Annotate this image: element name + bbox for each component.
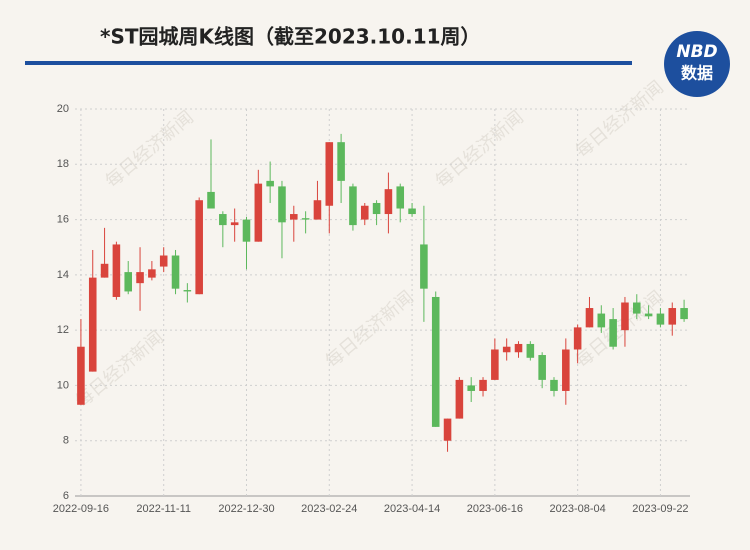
- candle-body: [585, 308, 594, 328]
- candle-body: [77, 346, 85, 405]
- x-tick-label: 2022-11-11: [136, 503, 191, 515]
- x-tick-label: 2023-02-24: [301, 503, 357, 515]
- candle-body: [597, 313, 606, 328]
- candle-body: [455, 379, 464, 419]
- candle-body: [384, 189, 393, 215]
- candle-body: [278, 186, 286, 223]
- candle-body: [491, 349, 499, 380]
- y-tick-label: 18: [57, 158, 69, 170]
- chart-title: *ST园城周K线图（截至2023.10.11周）: [100, 25, 481, 49]
- logo-top: NBD: [676, 42, 717, 62]
- candle-body: [420, 244, 428, 289]
- candle-body: [195, 200, 203, 295]
- candle-body: [254, 183, 263, 242]
- candle-body: [408, 208, 416, 215]
- candle-body: [632, 302, 641, 314]
- candle-body: [621, 302, 629, 331]
- candle-body: [573, 327, 582, 350]
- y-tick-label: 6: [63, 490, 69, 502]
- candle-body: [219, 214, 227, 226]
- candle-body: [502, 346, 511, 353]
- candle-body: [301, 218, 310, 220]
- candle-body: [207, 191, 215, 209]
- candle-body: [183, 290, 192, 292]
- x-tick-label: 2023-06-16: [467, 503, 523, 515]
- x-tick-label: 2022-12-30: [218, 503, 274, 515]
- candle-body: [443, 418, 452, 441]
- logo-bottom: 数据: [681, 64, 713, 83]
- candle-body: [266, 180, 274, 187]
- candle-body: [242, 219, 251, 242]
- candle-body: [136, 272, 144, 284]
- candle-body: [159, 255, 168, 267]
- candle-body: [467, 385, 475, 391]
- candle-body: [148, 269, 156, 278]
- candle-body: [100, 263, 109, 278]
- candle-body: [360, 205, 369, 220]
- y-tick-label: 10: [57, 379, 69, 391]
- candle-body: [562, 349, 570, 391]
- candle-body: [514, 343, 523, 353]
- x-tick-label: 2023-09-22: [632, 503, 688, 515]
- x-tick-label: 2022-09-16: [53, 503, 109, 515]
- candle-body: [230, 222, 239, 226]
- y-tick-label: 12: [57, 324, 69, 336]
- candle-body: [124, 272, 133, 292]
- candle-body: [337, 142, 345, 181]
- candle-body: [656, 313, 665, 325]
- candle-body: [431, 296, 440, 427]
- candle-body: [349, 186, 357, 226]
- plot: 6 8 10 12 14 16 18 20 2022-09-16 2022-11-11 2022-1…: [53, 103, 690, 515]
- candle-body: [88, 277, 97, 372]
- candle-body: [526, 343, 535, 358]
- x-tick-label: 2023-08-04: [550, 503, 606, 515]
- candle-body: [372, 202, 381, 215]
- candle-body: [668, 308, 677, 325]
- candle-body: [290, 214, 298, 220]
- y-tick-label: 14: [57, 269, 69, 281]
- candle-body: [609, 319, 617, 347]
- candle-body: [325, 142, 334, 206]
- logo-circle: [664, 31, 730, 97]
- candle-body: [313, 200, 322, 220]
- candle-body: [396, 186, 405, 209]
- candle-body: [171, 255, 180, 289]
- candle-body: [538, 355, 546, 380]
- candle-body: [550, 379, 558, 391]
- candle-body: [680, 308, 688, 320]
- y-tick-label: 16: [57, 213, 69, 225]
- candle-body: [112, 244, 121, 297]
- x-tick-label: 2023-04-14: [384, 503, 440, 515]
- candle-body: [644, 313, 653, 317]
- y-tick-label: 20: [57, 103, 69, 115]
- candle-body: [479, 379, 487, 391]
- title-rule: [25, 61, 632, 65]
- y-tick-label: 8: [63, 435, 69, 447]
